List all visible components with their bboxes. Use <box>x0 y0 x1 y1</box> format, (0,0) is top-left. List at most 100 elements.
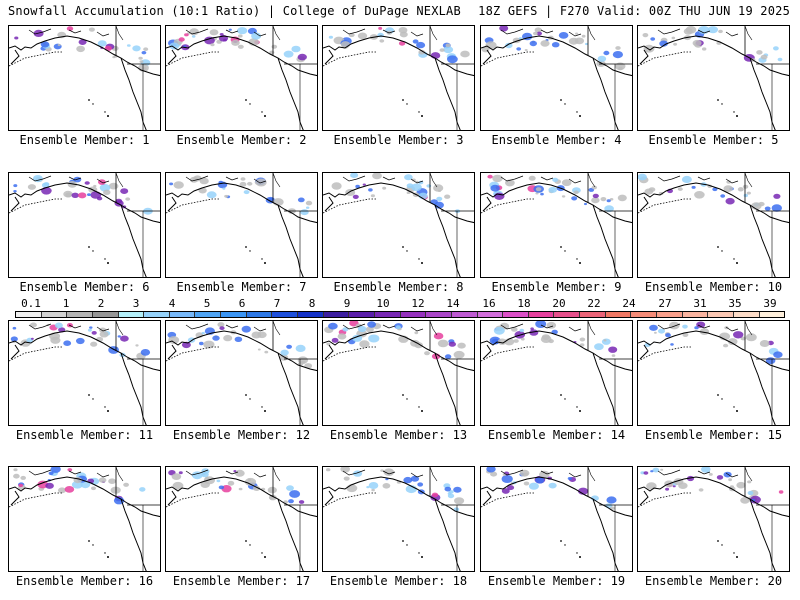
ensemble-map-panel <box>8 25 161 131</box>
legend-tick-label: 27 <box>658 297 672 310</box>
ensemble-map-panel <box>637 25 790 131</box>
legend-tick-label: 5 <box>203 297 211 310</box>
coastline-lines <box>638 26 789 130</box>
coastline-lines <box>166 26 317 130</box>
coastline-lines <box>166 467 317 571</box>
legend-swatch <box>92 312 119 317</box>
map-canvas <box>638 26 789 130</box>
legend-swatch <box>708 312 734 317</box>
snowfall-shading <box>324 321 466 360</box>
legend-swatch <box>477 312 504 317</box>
coastline-lines <box>9 26 160 130</box>
legend-swatch <box>169 312 196 317</box>
legend-tick-label: 3 <box>132 297 140 310</box>
ensemble-map-panel <box>8 466 161 572</box>
panel-label: Ensemble Member: 8 <box>333 280 464 294</box>
map-canvas <box>323 321 474 425</box>
panel-label: Ensemble Member: 4 <box>491 133 622 147</box>
panel-label: Ensemble Member: 10 <box>644 280 783 294</box>
ensemble-map-panel <box>322 25 475 131</box>
coastline-lines <box>9 173 160 277</box>
panel-label: Ensemble Member: 20 <box>644 574 783 588</box>
coastline-lines <box>481 173 632 277</box>
legend-tick-label: 20 <box>552 297 566 310</box>
legend-tick-label: 18 <box>517 297 531 310</box>
legend-swatch <box>374 312 401 317</box>
map-canvas <box>9 467 160 571</box>
map-canvas <box>638 321 789 425</box>
legend-tick-label: 4 <box>168 297 176 310</box>
color-legend <box>15 311 785 318</box>
panel-label: Ensemble Member: 7 <box>176 280 307 294</box>
snowfall-shading <box>167 322 313 369</box>
map-canvas <box>323 467 474 571</box>
legend-tick-label: 9 <box>343 297 351 310</box>
legend-tick-label: 7 <box>273 297 281 310</box>
snowfall-shading <box>638 173 782 212</box>
map-canvas <box>481 173 632 277</box>
coastline-lines <box>481 467 632 571</box>
ensemble-map-panel <box>322 320 475 426</box>
panel-label: Ensemble Member: 1 <box>19 133 150 147</box>
legend-swatch <box>323 312 350 317</box>
snowfall-shading <box>644 321 783 365</box>
map-canvas <box>166 321 317 425</box>
legend-tick-label: 10 <box>376 297 390 310</box>
snowfall-shading <box>13 175 153 215</box>
legend-swatch <box>605 312 632 317</box>
ensemble-map-panel <box>480 25 633 131</box>
legend-swatch <box>221 312 247 317</box>
ensemble-map-panel <box>165 466 318 572</box>
coastline-lines <box>166 173 317 277</box>
legend-tick-label: 24 <box>622 297 636 310</box>
legend-tick-label: 0.1 <box>21 297 41 310</box>
legend-swatch <box>682 312 709 317</box>
snowfall-shading <box>13 467 146 505</box>
coastline-lines <box>638 321 789 425</box>
legend-swatch <box>272 312 299 317</box>
panel-label: Ensemble Member: 19 <box>487 574 626 588</box>
map-canvas <box>323 26 474 130</box>
snowfall-shading <box>168 468 305 504</box>
legend-swatch <box>195 312 222 317</box>
legend-swatch <box>759 312 785 317</box>
legend-swatch <box>554 312 581 317</box>
legend-swatch <box>503 312 529 317</box>
coastline-lines <box>481 26 632 130</box>
legend-swatch <box>733 312 760 317</box>
snowfall-shading <box>331 173 461 214</box>
legend-swatch <box>657 312 683 317</box>
legend-swatch <box>451 312 478 317</box>
map-canvas <box>9 173 160 277</box>
panel-label: Ensemble Member: 16 <box>15 574 154 588</box>
legend-swatch <box>528 312 555 317</box>
legend-swatch <box>118 312 145 317</box>
coastline-lines <box>323 467 474 571</box>
panel-label: Ensemble Member: 13 <box>329 428 468 442</box>
run-info: 18Z GEFS | F270 Valid: 00Z THU JUN 19 20… <box>478 4 790 18</box>
coastline-lines <box>166 321 317 425</box>
snowfall-shading <box>168 27 307 63</box>
snowfall-shading <box>328 26 470 64</box>
ensemble-map-panel <box>8 320 161 426</box>
coastline-lines <box>323 173 474 277</box>
legend-tick-label: 8 <box>308 297 316 310</box>
legend-tick-label: 2 <box>97 297 105 310</box>
coastline-lines <box>638 467 789 571</box>
coastline-lines <box>9 321 160 425</box>
legend-swatch <box>41 312 68 317</box>
legend-swatch <box>580 312 606 317</box>
map-canvas <box>166 26 317 130</box>
panel-label: Ensemble Member: 11 <box>15 428 154 442</box>
ensemble-map-panel <box>480 466 633 572</box>
map-canvas <box>481 321 632 425</box>
snowfall-shading <box>14 26 151 72</box>
ensemble-map-panel <box>637 320 790 426</box>
snowfall-shading <box>169 175 313 216</box>
legend-swatch <box>298 312 324 317</box>
legend-swatch <box>16 312 42 317</box>
legend-swatch <box>246 312 273 317</box>
panel-label: Ensemble Member: 5 <box>648 133 779 147</box>
panel-label: Ensemble Member: 17 <box>172 574 311 588</box>
legend-swatch <box>400 312 427 317</box>
